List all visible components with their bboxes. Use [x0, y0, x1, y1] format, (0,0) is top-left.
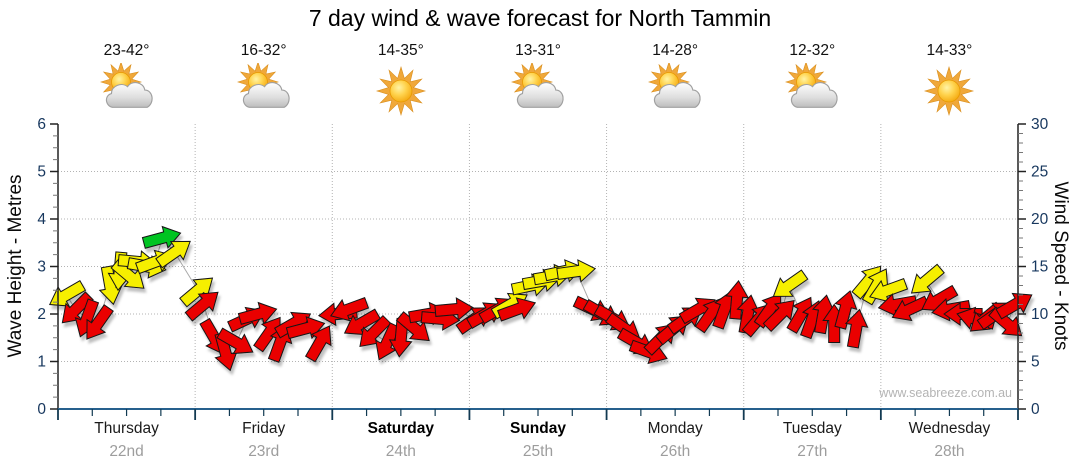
- svg-text:4: 4: [37, 211, 46, 228]
- watermark: www.seabreeze.com.au: [879, 386, 1012, 400]
- wind-arrow: [304, 325, 332, 363]
- day-temperature-range: 16-32°: [240, 42, 287, 59]
- day-date-label: 26th: [660, 443, 691, 460]
- wind-arrow: [869, 277, 909, 303]
- wind-arrow: [995, 292, 1033, 320]
- day-date-label: 25th: [522, 443, 554, 460]
- svg-text:15: 15: [1031, 259, 1048, 276]
- wind-arrow: [891, 295, 930, 322]
- day-temperature-range: 14-33°: [926, 42, 973, 59]
- wind-arrow: [844, 308, 869, 349]
- wind-arrow: [214, 331, 238, 372]
- wind-arrow: [910, 263, 945, 294]
- wind-arrow: [155, 240, 191, 269]
- day-name-label: Thursday: [94, 420, 159, 437]
- wind-arrow: [359, 314, 392, 348]
- day-temperature-range: 14-28°: [652, 42, 699, 59]
- wind-arrow: [216, 327, 254, 355]
- svg-text:1: 1: [37, 354, 46, 371]
- svg-text:5: 5: [37, 164, 46, 181]
- wind-arrows-layer: [48, 225, 1033, 372]
- day-name-label: Friday: [242, 420, 286, 437]
- wind-arrow: [988, 306, 1023, 337]
- right-axis-title: Wind Speed - Knots: [1050, 181, 1071, 351]
- wind-arrow: [497, 297, 537, 322]
- svg-text:0: 0: [37, 401, 46, 418]
- day-temperature-range: 23-42°: [103, 42, 150, 59]
- wind-arrow: [237, 301, 278, 325]
- wind-arrow: [86, 304, 114, 340]
- svg-text:25: 25: [1031, 164, 1048, 181]
- day-name-label: Monday: [647, 420, 703, 437]
- partly-cloudy-icon: [236, 63, 290, 108]
- wind-arrow: [110, 258, 145, 289]
- svg-text:2: 2: [37, 306, 46, 323]
- wind-arrow: [434, 297, 475, 321]
- day-date-label: 23rd: [248, 443, 280, 460]
- day-temperature-range: 12-32°: [789, 42, 836, 59]
- chart-title: 7 day wind & wave forecast for North Tam…: [308, 5, 772, 31]
- wind-arrow: [834, 290, 858, 330]
- day-date-label: 27th: [797, 443, 828, 460]
- wind-arrow: [343, 308, 381, 336]
- wind-arrow: [861, 268, 889, 306]
- day-date-label: 24th: [385, 443, 416, 460]
- wind-arrow: [395, 311, 430, 342]
- svg-text:0: 0: [1031, 401, 1040, 418]
- day-name-label: Tuesday: [782, 420, 842, 437]
- sunny-icon: [924, 65, 975, 117]
- partly-cloudy-icon: [785, 63, 838, 108]
- svg-text:6: 6: [37, 116, 46, 133]
- day-temperature-range: 13-31°: [515, 42, 561, 59]
- day-name-label: Sunday: [510, 420, 566, 437]
- svg-text:5: 5: [1031, 354, 1040, 371]
- svg-text:30: 30: [1031, 116, 1049, 133]
- wind-arrow: [184, 291, 219, 322]
- wind-arrow: [762, 299, 795, 333]
- partly-cloudy-icon: [99, 63, 153, 108]
- day-temperature-range: 14-35°: [377, 42, 424, 59]
- wind-arrow: [61, 291, 94, 324]
- svg-text:10: 10: [1031, 306, 1049, 323]
- day-date-label: 22nd: [109, 443, 144, 460]
- svg-text:20: 20: [1031, 211, 1049, 228]
- wind-arrow: [179, 277, 214, 308]
- wind-arrow: [772, 269, 809, 297]
- partly-cloudy-icon: [648, 63, 701, 108]
- wind-arrow: [556, 259, 597, 283]
- wind-arrow: [811, 294, 836, 335]
- left-axis-title: Wave Height - Metres: [5, 174, 26, 358]
- day-date-label: 28th: [934, 443, 965, 460]
- wind-arrow: [725, 279, 750, 320]
- wind-arrow: [330, 296, 370, 322]
- day-name-label: Wednesday: [908, 420, 991, 437]
- day-name-label: Saturday: [367, 420, 435, 437]
- partly-cloudy-icon: [511, 63, 564, 108]
- sunny-icon: [375, 65, 426, 117]
- svg-text:3: 3: [37, 259, 46, 276]
- wind-arrow: [375, 322, 401, 361]
